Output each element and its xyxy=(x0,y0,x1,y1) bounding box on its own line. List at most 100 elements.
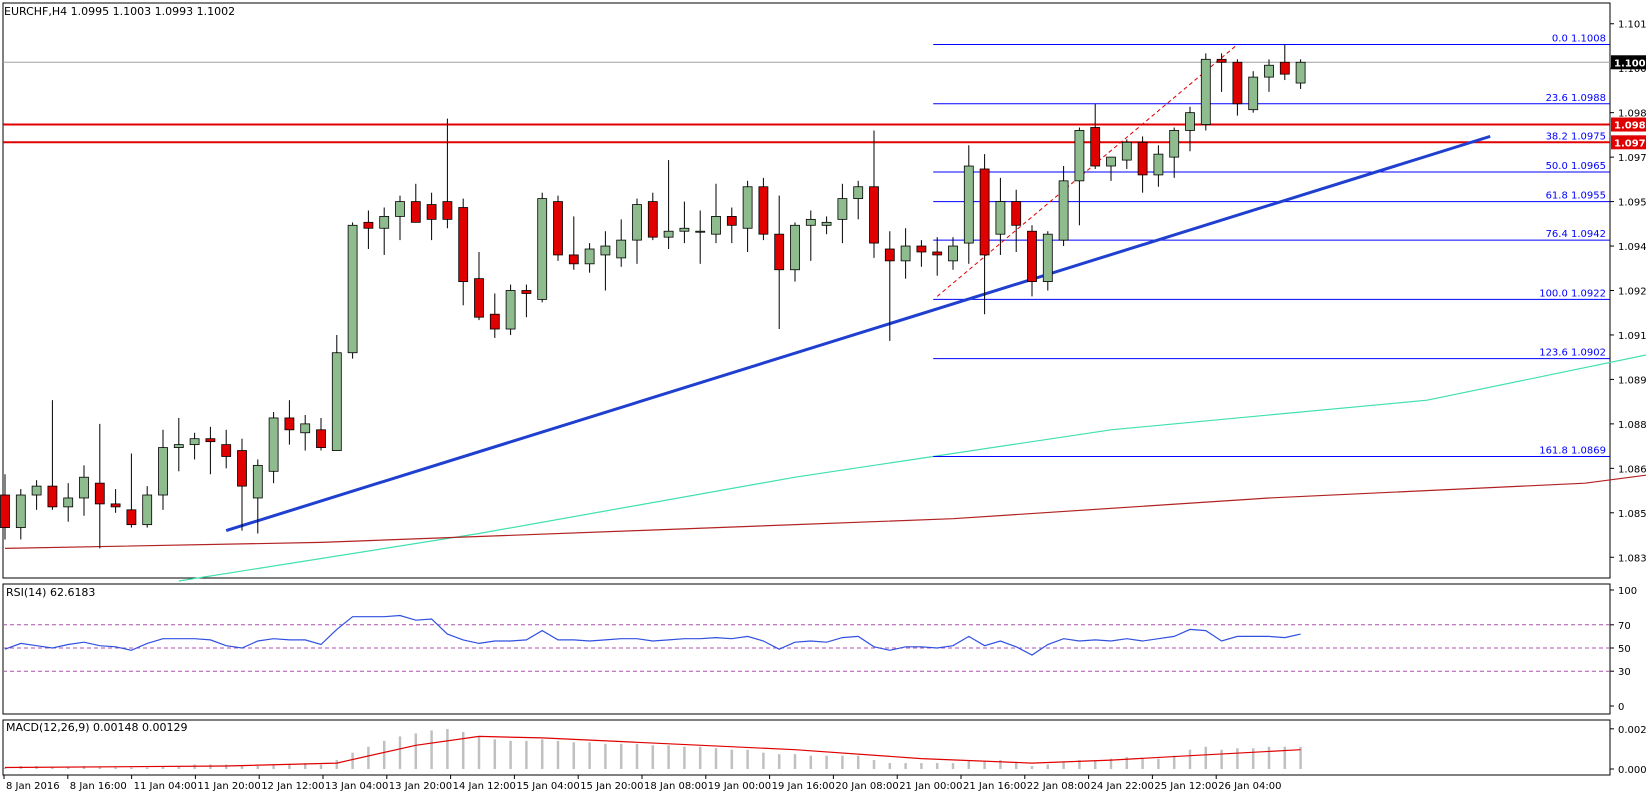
time-axis-label: 15 Jan 04:00 xyxy=(516,781,579,792)
time-axis-label: 14 Jan 12:00 xyxy=(453,781,516,792)
bull-candle xyxy=(695,230,706,233)
bull-candle xyxy=(142,494,153,526)
time-axis-label: 15 Jan 20:00 xyxy=(580,781,643,792)
bull-candle xyxy=(805,218,816,226)
time-axis-label: 8 Jan 2016 xyxy=(6,781,60,792)
bull-candle xyxy=(900,245,911,262)
time-axis-label: 24 Jan 22:00 xyxy=(1091,781,1154,792)
macd-axis-label: 0.00271 xyxy=(1618,725,1646,736)
fib-level-label: 76.4 1.0942 xyxy=(1546,229,1606,240)
bear-candle xyxy=(1011,201,1022,226)
time-axis-label: 13 Jan 04:00 xyxy=(325,781,388,792)
bear-candle xyxy=(489,313,500,330)
bear-candle xyxy=(1027,230,1037,283)
bull-candle xyxy=(1248,76,1259,111)
bull-candle xyxy=(679,227,690,232)
price-axis-label: 1.1015 xyxy=(1618,20,1646,31)
bear-candle xyxy=(1279,61,1290,75)
fib-level-label: 123.6 1.0902 xyxy=(1539,348,1606,359)
bull-candle xyxy=(963,165,974,244)
bear-candle xyxy=(426,204,437,220)
price-axis-label: 1.0985 xyxy=(1618,109,1646,120)
bull-candle xyxy=(395,201,405,217)
bull-candle xyxy=(189,438,200,446)
bull-candle xyxy=(821,221,832,226)
bear-candle xyxy=(284,417,295,431)
bear-candle xyxy=(1090,127,1101,167)
bear-candle xyxy=(94,482,105,505)
fib-level-label: 0.0 1.1008 xyxy=(1552,33,1606,44)
price-panel xyxy=(2,2,1611,579)
bull-candle xyxy=(1074,130,1085,182)
time-axis-label: 19 Jan 00:00 xyxy=(708,781,771,792)
bull-candle xyxy=(537,198,548,300)
bull-candle xyxy=(995,201,1006,235)
macd-axis-label: 0.00000 xyxy=(1618,765,1646,776)
fib-level-label: 50.0 1.0965 xyxy=(1546,161,1606,172)
bear-candle xyxy=(521,290,532,294)
bull-candle xyxy=(31,485,42,496)
bull-candle xyxy=(663,230,674,238)
bear-candle xyxy=(442,201,453,220)
time-axis-label: 21 Jan 16:00 xyxy=(963,781,1026,792)
time-axis-label: 19 Jan 16:00 xyxy=(772,781,835,792)
bear-candle xyxy=(363,221,374,229)
time-axis-label: 11 Jan 04:00 xyxy=(134,781,197,792)
bull-candle xyxy=(948,245,958,262)
price-axis-label: 1.0880 xyxy=(1618,420,1646,431)
fib-level-label: 100.0 1.0922 xyxy=(1539,288,1606,299)
bull-candle xyxy=(268,417,279,472)
bear-candle xyxy=(458,207,469,283)
current-price-label: 1.1002 xyxy=(1614,58,1646,69)
time-axis-label: 8 Jan 16:00 xyxy=(70,781,127,792)
bull-candle xyxy=(1169,130,1180,158)
bull-candle xyxy=(584,248,595,265)
bear-candle xyxy=(237,450,247,487)
support-trendline xyxy=(225,134,1491,533)
time-axis-label: 22 Jan 08:00 xyxy=(1027,781,1090,792)
macd-title: MACD(12,26,9) 0.00148 0.00129 xyxy=(6,721,188,734)
bull-candle xyxy=(79,476,89,499)
rsi-axis-label: 0 xyxy=(1618,702,1624,713)
price-axis-label: 1.0970 xyxy=(1618,153,1646,164)
moving-average-slow xyxy=(4,474,1646,549)
price-axis-label: 1.0865 xyxy=(1618,464,1646,475)
bear-candle xyxy=(726,216,737,226)
bull-candle xyxy=(505,290,516,330)
bull-candle xyxy=(632,204,642,241)
bear-candle xyxy=(221,444,232,457)
macd-panel xyxy=(2,719,1611,776)
resistance-price-badge xyxy=(1611,117,1646,132)
resistance-price-badge xyxy=(1611,135,1646,150)
bull-candle xyxy=(1106,156,1116,167)
bull-candle xyxy=(300,423,311,434)
price-axis-label: 1.0955 xyxy=(1618,198,1646,209)
bull-candle xyxy=(1185,112,1195,131)
bear-candle xyxy=(47,485,58,508)
time-axis-label: 11 Jan 20:00 xyxy=(197,781,260,792)
rsi-title: RSI(14) 62.6183 xyxy=(6,586,95,599)
bear-candle xyxy=(1137,141,1148,176)
bear-candle xyxy=(1216,58,1227,63)
current-price-badge xyxy=(1611,55,1646,70)
bull-candle xyxy=(1153,153,1164,176)
time-axis-label: 20 Jan 08:00 xyxy=(835,781,898,792)
bull-candle xyxy=(1264,64,1274,78)
bear-candle xyxy=(869,186,879,244)
bull-candle xyxy=(711,216,721,235)
price-axis-label: 1.0850 xyxy=(1618,509,1646,520)
bull-candle xyxy=(853,186,864,200)
price-axis-label: 1.0940 xyxy=(1618,242,1646,253)
bear-candle xyxy=(0,494,10,529)
bull-candle xyxy=(1200,58,1211,125)
bull-candle xyxy=(1295,61,1306,84)
time-axis-label: 18 Jan 08:00 xyxy=(644,781,707,792)
bull-candle xyxy=(1058,180,1069,241)
bull-candle xyxy=(331,352,342,451)
rsi-axis-label: 70 xyxy=(1618,621,1631,632)
bear-candle xyxy=(979,168,990,256)
bear-candle xyxy=(758,186,769,235)
